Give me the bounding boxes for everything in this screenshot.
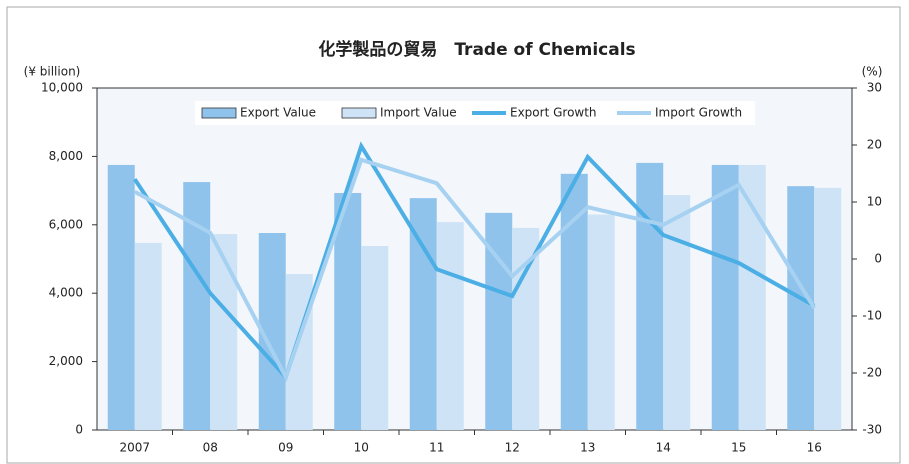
- bar: [560, 173, 588, 431]
- y-tick-label: 10,000: [41, 81, 83, 95]
- legend-swatch: [341, 107, 377, 119]
- bar: [285, 274, 313, 430]
- y2-tick-label: 0: [874, 252, 882, 266]
- x-tick-label: 16: [807, 441, 822, 455]
- bar: [663, 195, 691, 430]
- y2-tick-label: 20: [867, 138, 882, 152]
- x-tick-label: 12: [505, 441, 520, 455]
- y2-tick-label: -20: [862, 366, 882, 380]
- x-tick-label: 15: [731, 441, 746, 455]
- y-tick-label: 8,000: [49, 149, 83, 163]
- legend-label: Export Growth: [510, 106, 597, 120]
- x-tick-label: 09: [278, 441, 293, 455]
- bar: [334, 192, 362, 430]
- y2-tick-label: -10: [862, 309, 882, 323]
- x-tick-label: 11: [429, 441, 444, 455]
- y-tick-label: 6,000: [49, 217, 83, 231]
- bar: [814, 187, 842, 430]
- line-series: [133, 141, 816, 381]
- y-axis-label: (¥ billion): [24, 65, 81, 79]
- bar: [787, 186, 815, 430]
- y-tick-label: 2,000: [49, 354, 83, 368]
- bar: [107, 164, 135, 430]
- line-series: [133, 157, 816, 383]
- legend-swatch: [201, 107, 237, 119]
- x-tick-label: 14: [656, 441, 671, 455]
- legend-label: Export Value: [240, 106, 316, 120]
- y2-tick-label: 30: [867, 81, 882, 95]
- y2-tick-label: -30: [862, 423, 882, 437]
- legend-label: Import Growth: [655, 106, 742, 120]
- x-tick-label: 10: [354, 441, 369, 455]
- chart-title: 化学製品の貿易 Trade of Chemicals: [318, 39, 635, 60]
- y-tick-label: 4,000: [49, 286, 83, 300]
- bar: [210, 234, 238, 430]
- bar: [636, 162, 664, 430]
- bar: [361, 246, 389, 430]
- bar: [587, 214, 615, 430]
- y2-tick-label: 10: [867, 195, 882, 209]
- x-tick-label: 08: [203, 441, 218, 455]
- legend-label: Import Value: [380, 106, 457, 120]
- y2-axis-label: (%): [862, 65, 883, 79]
- y-tick-label: 0: [75, 423, 83, 437]
- x-tick-label: 2007: [119, 441, 150, 455]
- bar: [409, 198, 437, 430]
- bar: [436, 222, 464, 430]
- bar: [134, 242, 162, 430]
- bar: [711, 164, 739, 430]
- bar: [512, 227, 540, 430]
- x-tick-label: 13: [580, 441, 595, 455]
